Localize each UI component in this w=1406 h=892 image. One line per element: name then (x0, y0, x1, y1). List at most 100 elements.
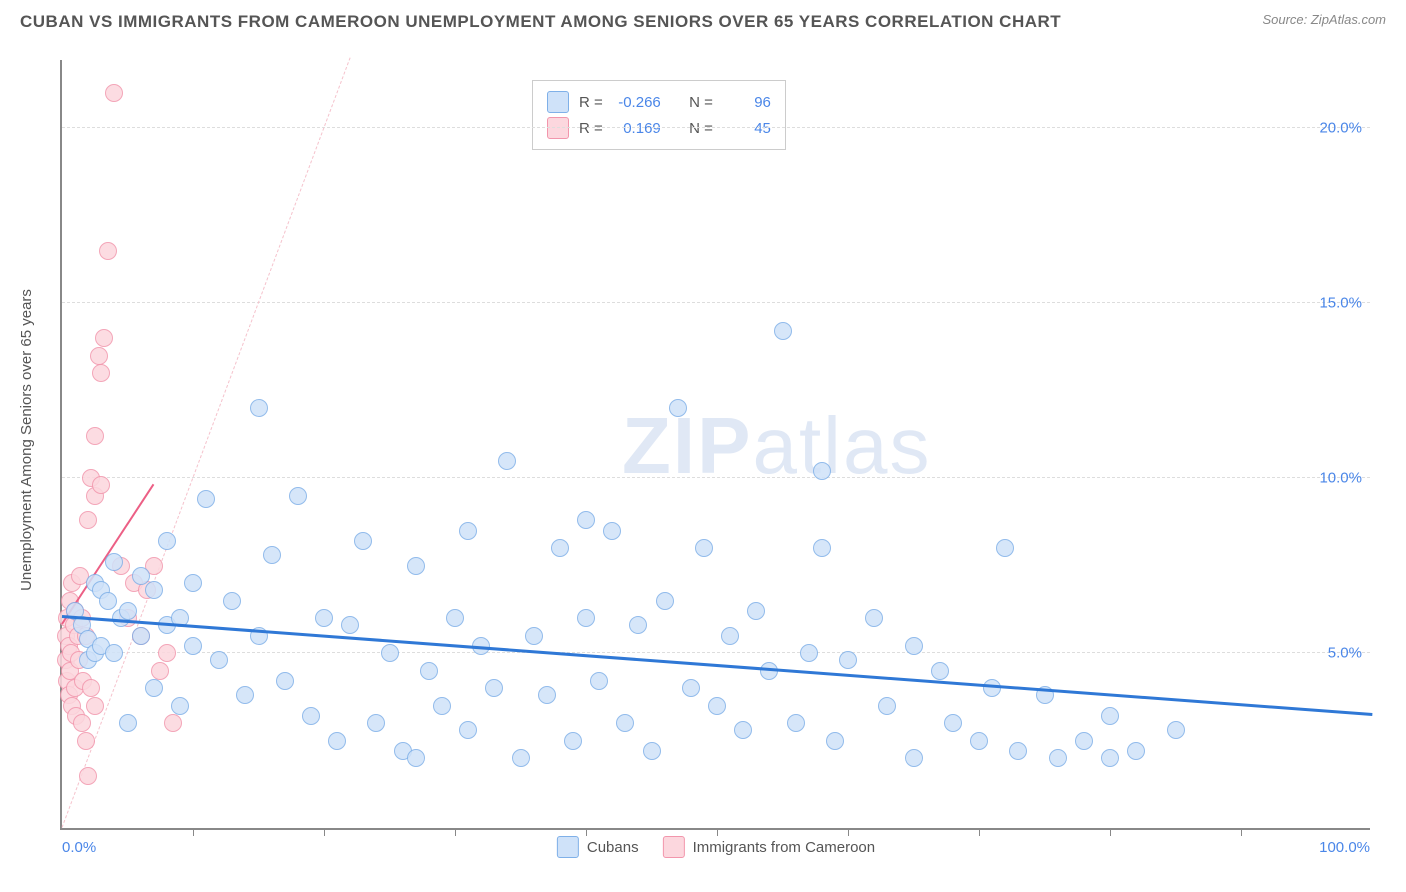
scatter-point-series1 (236, 686, 254, 704)
scatter-point-series1 (800, 644, 818, 662)
scatter-point-series1 (341, 616, 359, 634)
scatter-point-series2 (92, 364, 110, 382)
scatter-point-series1 (564, 732, 582, 750)
scatter-point-series1 (826, 732, 844, 750)
scatter-point-series1 (197, 490, 215, 508)
scatter-point-series1 (119, 602, 137, 620)
scatter-point-series1 (1009, 742, 1027, 760)
x-tick (979, 828, 980, 836)
x-tick (1241, 828, 1242, 836)
scatter-point-series1 (813, 539, 831, 557)
scatter-point-series1 (1101, 707, 1119, 725)
x-tick-label: 100.0% (1319, 839, 1370, 856)
scatter-point-series1 (1049, 749, 1067, 767)
legend-item-series2: Immigrants from Cameroon (663, 836, 876, 858)
x-tick (848, 828, 849, 836)
scatter-point-series1 (1127, 742, 1145, 760)
scatter-point-series1 (682, 679, 700, 697)
scatter-point-series1 (525, 627, 543, 645)
scatter-point-series2 (82, 679, 100, 697)
scatter-point-series1 (774, 322, 792, 340)
scatter-point-series1 (381, 644, 399, 662)
scatter-point-series2 (77, 732, 95, 750)
legend-swatch-2 (663, 836, 685, 858)
scatter-point-series1 (263, 546, 281, 564)
scatter-point-series1 (158, 532, 176, 550)
legend-swatch-1 (557, 836, 579, 858)
y-tick-label: 10.0% (1319, 470, 1362, 487)
scatter-point-series1 (616, 714, 634, 732)
scatter-point-series1 (747, 602, 765, 620)
scatter-point-series2 (79, 511, 97, 529)
r-label-2: R = (579, 120, 603, 137)
scatter-point-series1 (145, 679, 163, 697)
scatter-point-series1 (1101, 749, 1119, 767)
scatter-point-series1 (315, 609, 333, 627)
scatter-point-series2 (79, 767, 97, 785)
legend-item-series1: Cubans (557, 836, 639, 858)
scatter-point-series1 (551, 539, 569, 557)
scatter-point-series1 (132, 627, 150, 645)
scatter-point-series1 (433, 697, 451, 715)
scatter-point-series2 (90, 347, 108, 365)
gridline (62, 477, 1370, 478)
scatter-point-series1 (944, 714, 962, 732)
scatter-point-series2 (73, 714, 91, 732)
scatter-point-series1 (446, 609, 464, 627)
scatter-point-series1 (878, 697, 896, 715)
scatter-point-series1 (354, 532, 372, 550)
scatter-point-series1 (145, 581, 163, 599)
scatter-point-series1 (328, 732, 346, 750)
scatter-point-series1 (577, 609, 595, 627)
chart-area: Unemployment Among Seniors over 65 years… (0, 40, 1406, 860)
scatter-point-series1 (498, 452, 516, 470)
scatter-point-series1 (119, 714, 137, 732)
scatter-point-series1 (734, 721, 752, 739)
r-value-1: -0.266 (613, 94, 661, 111)
scatter-point-series1 (643, 742, 661, 760)
stats-row-series2: R = 0.169 N = 45 (547, 115, 771, 141)
scatter-point-series1 (931, 662, 949, 680)
scatter-point-series1 (459, 522, 477, 540)
scatter-point-series2 (86, 427, 104, 445)
scatter-point-series1 (367, 714, 385, 732)
scatter-point-series1 (787, 714, 805, 732)
scatter-point-series1 (99, 592, 117, 610)
y-tick-label: 20.0% (1319, 120, 1362, 137)
scatter-point-series1 (1167, 721, 1185, 739)
plot-surface: ZIPatlas R = -0.266 N = 96 R = 0.169 N =… (60, 60, 1370, 830)
scatter-point-series2 (86, 697, 104, 715)
scatter-point-series1 (708, 697, 726, 715)
scatter-point-series2 (95, 329, 113, 347)
x-tick (193, 828, 194, 836)
scatter-point-series1 (905, 637, 923, 655)
scatter-point-series1 (721, 627, 739, 645)
scatter-point-series1 (669, 399, 687, 417)
y-axis-title: Unemployment Among Seniors over 65 years (18, 289, 35, 591)
scatter-point-series1 (459, 721, 477, 739)
stats-box: R = -0.266 N = 96 R = 0.169 N = 45 (532, 80, 786, 150)
swatch-series2 (547, 117, 569, 139)
scatter-point-series1 (839, 651, 857, 669)
scatter-point-series1 (250, 399, 268, 417)
swatch-series1 (547, 91, 569, 113)
scatter-point-series2 (99, 242, 117, 260)
x-tick-label: 0.0% (62, 839, 96, 856)
scatter-point-series2 (92, 476, 110, 494)
scatter-point-series1 (105, 644, 123, 662)
scatter-point-series1 (629, 616, 647, 634)
stats-row-series1: R = -0.266 N = 96 (547, 89, 771, 115)
scatter-point-series1 (420, 662, 438, 680)
x-tick (324, 828, 325, 836)
y-tick-label: 5.0% (1328, 645, 1362, 662)
x-tick (586, 828, 587, 836)
scatter-point-series1 (905, 749, 923, 767)
scatter-point-series1 (577, 511, 595, 529)
scatter-point-series1 (695, 539, 713, 557)
scatter-point-series1 (970, 732, 988, 750)
source-label: Source: ZipAtlas.com (1262, 12, 1386, 27)
scatter-point-series1 (656, 592, 674, 610)
scatter-point-series2 (151, 662, 169, 680)
gridline (62, 127, 1370, 128)
scatter-point-series1 (538, 686, 556, 704)
